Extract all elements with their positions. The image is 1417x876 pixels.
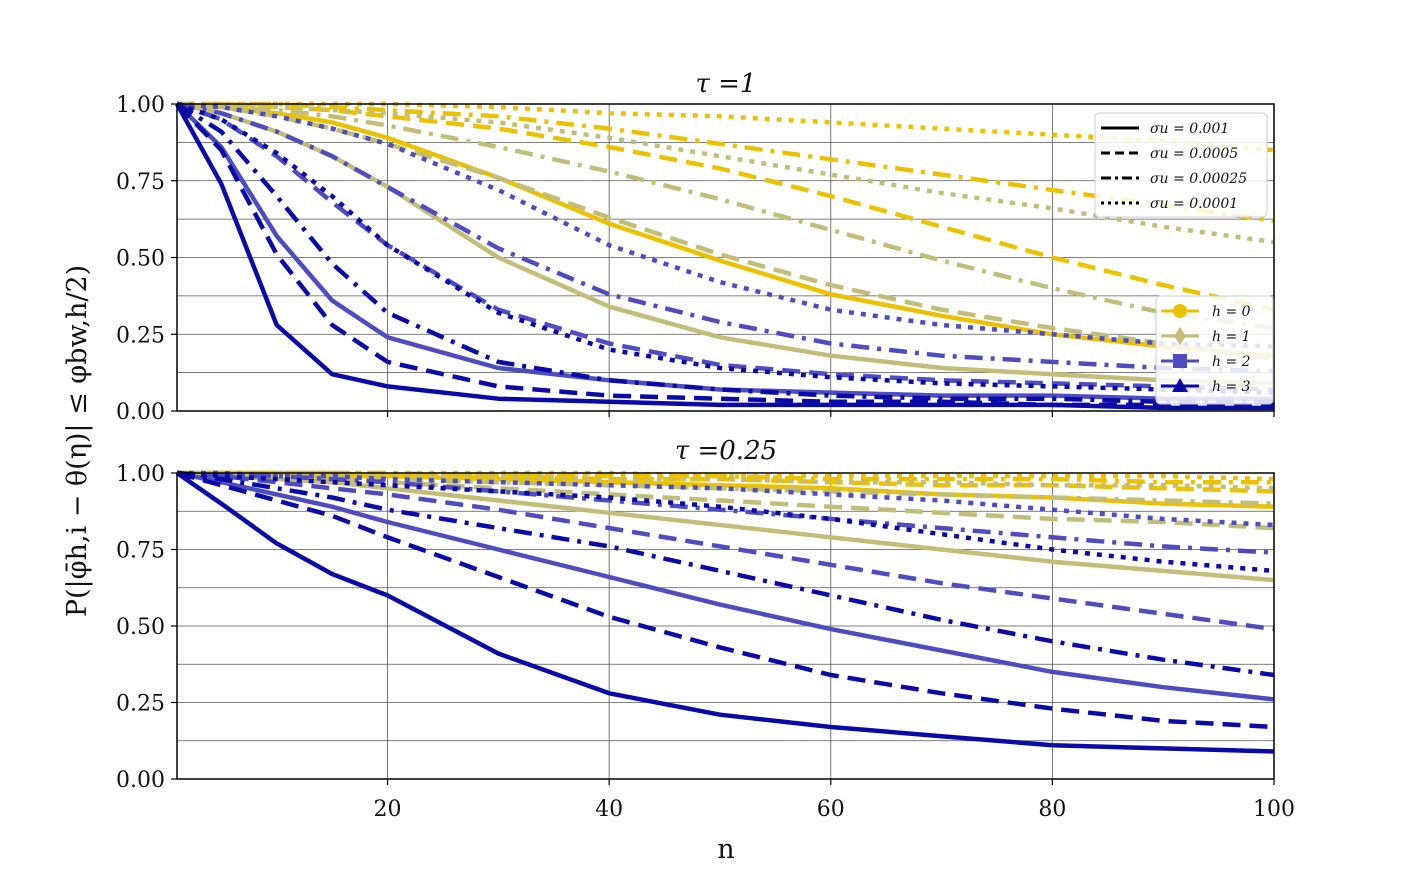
- legend-h-box: [1155, 295, 1274, 405]
- y-tick-label: 0.50: [116, 247, 165, 272]
- series-line-h0-dashed: [177, 101, 1275, 312]
- series-line-h1-dashed: [176, 101, 1275, 362]
- series-line-h2-dotted: [177, 470, 1275, 528]
- series-line-h2-solid: [176, 470, 1275, 702]
- series-line-h3-dashdot: [175, 102, 1274, 405]
- panel-title-top: τ =1: [696, 69, 757, 99]
- y-tick-label: 0.75: [116, 170, 165, 195]
- diamond-icon: [1174, 327, 1186, 345]
- series-line-h2-dashdot: [176, 470, 1275, 555]
- y-tick-label: 0.00: [116, 768, 165, 793]
- circle-icon: [1173, 304, 1187, 318]
- series-line-h3-dashed: [175, 102, 1274, 408]
- y-tick-label: 0.25: [116, 692, 165, 717]
- x-tick-label: 100: [1253, 797, 1295, 822]
- legend-h-label: h = 1: [1212, 329, 1251, 345]
- x-tick-label: 60: [817, 797, 845, 822]
- x-tick-label: 80: [1038, 797, 1066, 822]
- series-line-h0-dashdot: [177, 101, 1275, 223]
- series-line-h3-dotted: [176, 101, 1275, 395]
- legend-h-label: h = 3: [1212, 379, 1251, 395]
- x-tick-label: 20: [374, 797, 402, 822]
- series-line-h2-dotted: [176, 101, 1275, 349]
- series-line-h1-dotted: [177, 101, 1275, 245]
- y-tick-label: 0.25: [116, 323, 165, 348]
- y-tick-label: 1.00: [116, 93, 165, 118]
- panel-tau-0-25: τ =0.25 0.00 0.25 0.50 0.75 1.00 20 40 60 80 100: [116, 436, 1295, 822]
- y-tick-label: 0.50: [116, 615, 165, 640]
- y-axis-label: P(|φ̄h,i − θ(η)| ≤ φbw,h/2): [62, 265, 93, 617]
- triangle-icon: [1172, 378, 1188, 392]
- x-tick-label: 40: [595, 797, 623, 822]
- y-tick-label: 1.00: [116, 462, 165, 487]
- x-axis-label: n: [717, 834, 734, 865]
- series-line-h2-dashed: [176, 470, 1275, 632]
- series-line-h3-dashdot: [176, 470, 1275, 678]
- series-line-h2-dashdot: [176, 101, 1275, 374]
- series-line-h0-dashdot: [177, 470, 1274, 485]
- legend-h-label: h = 2: [1212, 354, 1251, 370]
- y-tick-label: 0.00: [116, 400, 165, 425]
- legend-sigma-label: σu = 0.0001: [1150, 196, 1238, 212]
- legend-sigma-label: σu = 0.001: [1150, 121, 1229, 137]
- series-line-h1-dashed: [177, 470, 1275, 531]
- legend-sigma: σu = 0.001 σu = 0.0005 σu = 0.00025 σu = 0.…: [1094, 112, 1268, 218]
- y-tick-label: 0.75: [116, 539, 165, 564]
- series-line-h3-solid: [175, 471, 1275, 754]
- square-icon: [1173, 354, 1187, 368]
- legend-sigma-label: σu = 0.0005: [1150, 146, 1238, 162]
- legend-sigma-label: σu = 0.00025: [1150, 171, 1247, 187]
- legend-h-label: h = 0: [1212, 304, 1251, 320]
- series-line-h3-dotted: [176, 470, 1275, 574]
- legend-sigma-box: [1094, 112, 1268, 218]
- series-line-h2-dashed: [176, 101, 1275, 392]
- panel-title-bottom: τ =0.25: [675, 436, 777, 466]
- legend-h: h = 0 h = 1 h = 2 h = 3: [1155, 295, 1274, 405]
